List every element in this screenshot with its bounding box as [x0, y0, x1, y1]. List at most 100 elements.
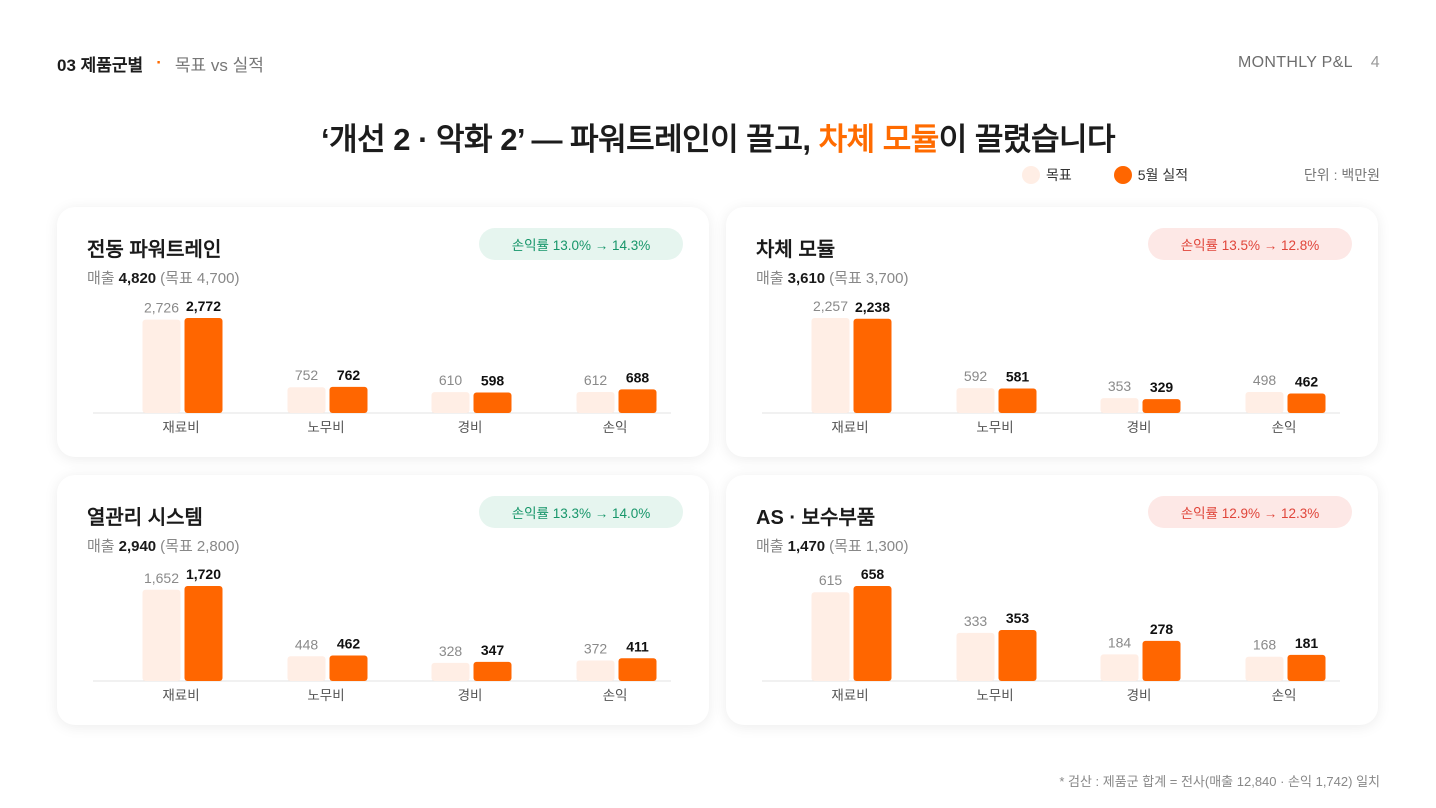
card-service-parts: AS · 보수부품 손익률 12.9% → 12.3% 매출 1,470 (목표 1…	[726, 475, 1378, 725]
x-tick-label: 손익	[1272, 688, 1297, 703]
x-tick-label: 경비	[458, 420, 483, 435]
bar-target	[576, 392, 615, 413]
card-body-module: 차체 모듈 손익률 13.5% → 12.8% 매출 3,610 (목표 3,700…	[726, 207, 1378, 457]
data-label-actual: 347	[481, 642, 505, 658]
data-label-actual: 462	[337, 635, 361, 651]
legend-label-target: 목표	[1046, 167, 1072, 183]
sales-prefix: 매출	[756, 270, 784, 287]
card-thermal: 열관리 시스템 손익률 13.3% → 14.0% 매출 2,940 (목표 2,8…	[57, 475, 709, 725]
sales-target: (목표 1,300)	[829, 538, 909, 555]
bar-actual	[1287, 654, 1326, 681]
data-label-actual: 598	[481, 373, 505, 389]
card-title: 열관리 시스템	[87, 507, 203, 529]
x-tick-label: 재료비	[831, 688, 868, 703]
x-tick-label: 경비	[1127, 688, 1152, 703]
x-tick-label: 노무비	[307, 420, 344, 435]
bar-actual	[998, 630, 1037, 681]
sales-value: 3,610	[787, 270, 826, 287]
margin-badge: 손익률 13.0% → 14.3%	[479, 228, 683, 260]
data-label-target: 752	[295, 367, 319, 383]
data-label-target: 615	[819, 572, 843, 588]
bar-target	[431, 662, 470, 681]
bar-target	[811, 318, 850, 413]
separator-dot: ·	[156, 53, 162, 72]
margin-badge: 손익률 13.5% → 12.8%	[1148, 228, 1352, 260]
bar-actual	[184, 586, 223, 681]
sales-value: 2,940	[118, 538, 157, 555]
data-label-target: 168	[1253, 637, 1277, 653]
x-tick-label: 재료비	[162, 688, 199, 703]
x-tick-label: 노무비	[307, 688, 344, 703]
bar-target	[1100, 398, 1139, 413]
data-label-actual: 1,720	[186, 566, 221, 582]
footnote: * 검산 : 제품군 합계 = 전사(매출 12,840 · 손익 1,742)…	[1059, 774, 1380, 789]
bar-chart: 2,726 2,772 재료비 752 762 노무비 610 598 경비 612 688 손익	[93, 298, 671, 435]
bar-chart: 1,652 1,720 재료비 448 462 노무비 328 347 경비 372 411 손익	[93, 566, 671, 703]
sales-target: (목표 3,700)	[829, 270, 909, 287]
data-label-target: 353	[1108, 378, 1132, 394]
x-tick-label: 재료비	[831, 420, 868, 435]
x-tick-label: 경비	[458, 688, 483, 703]
bar-chart: 2,257 2,238 재료비 592 581 노무비 353 329 경비 498 462 손익	[762, 298, 1340, 435]
margin-badge: 손익률 12.9% → 12.3%	[1148, 496, 1352, 528]
data-label-actual: 278	[1150, 621, 1174, 637]
data-label-actual: 2,772	[186, 298, 221, 314]
data-label-target: 333	[964, 613, 988, 629]
data-label-actual: 462	[1295, 374, 1319, 390]
page-number: 4	[1370, 54, 1380, 71]
sales-target: (목표 4,700)	[160, 270, 240, 287]
bar-target	[431, 392, 470, 413]
data-label-target: 1,652	[144, 570, 179, 586]
top-bar: 03 제품군별 · 목표 vs 실적 MONTHLY P&L 4	[57, 50, 1380, 76]
bar-actual	[998, 388, 1037, 413]
bar-actual	[1142, 399, 1181, 413]
bar-target	[956, 388, 995, 413]
bar-actual	[473, 661, 512, 681]
bar-target	[287, 656, 326, 681]
bar-actual	[853, 318, 892, 413]
brand-label: MONTHLY P&L 4	[1238, 54, 1380, 72]
page-title: ‘개선 2 · 악화 2’ — 파워트레인이 끌고, 차체 모듈이 끌렸습니다	[0, 114, 1436, 159]
card-title: 차체 모듈	[756, 239, 836, 261]
x-tick-label: 재료비	[162, 420, 199, 435]
x-tick-label: 손익	[603, 688, 628, 703]
bar-actual	[184, 318, 223, 413]
data-label-target: 2,726	[144, 300, 179, 316]
card-title: AS · 보수부품	[756, 507, 876, 529]
legend-item-target: 목표	[1022, 165, 1072, 185]
sales-summary: 매출 2,940 (목표 2,800)	[87, 535, 239, 556]
data-label-actual: 411	[626, 638, 649, 654]
data-label-target: 498	[1253, 372, 1277, 388]
bar-target	[1245, 392, 1284, 413]
headline-post: 이 끌렸습니다	[938, 122, 1116, 157]
bar-target	[287, 387, 326, 413]
bar-actual	[329, 655, 368, 681]
section-subtitle: 목표 vs 실적	[174, 55, 264, 75]
data-label-actual: 329	[1150, 379, 1174, 395]
data-label-target: 372	[584, 640, 608, 656]
bar-target	[1245, 656, 1284, 681]
bar-actual	[618, 658, 657, 681]
data-label-target: 328	[439, 643, 463, 659]
legend-swatch-target	[1022, 166, 1040, 184]
sales-summary: 매출 1,470 (목표 1,300)	[756, 535, 908, 556]
data-label-actual: 581	[1006, 369, 1030, 385]
data-label-target: 610	[439, 372, 463, 388]
legend-item-actual: 5월 실적	[1113, 165, 1188, 185]
x-tick-label: 손익	[603, 420, 628, 435]
sales-value: 4,820	[118, 270, 157, 287]
bar-target	[142, 319, 181, 413]
data-label-target: 2,257	[813, 298, 848, 314]
bar-target	[956, 632, 995, 681]
margin-badge: 손익률 13.3% → 14.0%	[479, 496, 683, 528]
card-powertrain: 전동 파워트레인 손익률 13.0% → 14.3% 매출 4,820 (목표 4,…	[57, 207, 709, 457]
bar-actual	[618, 389, 657, 413]
sales-prefix: 매출	[756, 538, 784, 555]
data-label-actual: 181	[1295, 635, 1319, 651]
brand-name: MONTHLY P&L	[1238, 54, 1353, 71]
data-label-target: 592	[964, 368, 988, 384]
x-tick-label: 손익	[1272, 420, 1297, 435]
x-tick-label: 경비	[1127, 420, 1152, 435]
sales-target: (목표 2,800)	[160, 538, 240, 555]
bar-actual	[1142, 640, 1181, 681]
